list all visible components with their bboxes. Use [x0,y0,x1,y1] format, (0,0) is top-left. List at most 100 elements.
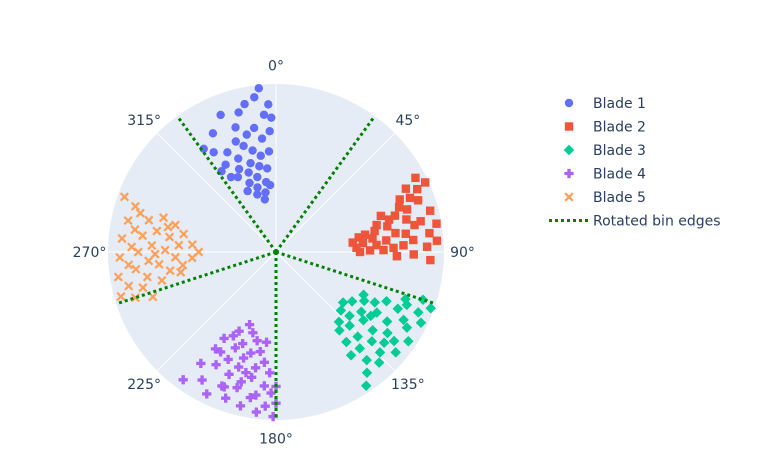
data-point [383,222,392,231]
data-point [391,228,400,238]
legend-marker [564,122,574,131]
data-point [265,368,275,378]
data-point [240,99,249,109]
data-point [405,193,415,203]
data-point [354,233,363,242]
legend-label: Blade 5 [593,190,646,206]
data-point [395,195,404,204]
data-point [356,306,367,317]
data-point [425,228,434,238]
data-point [255,346,265,357]
data-point [255,162,264,171]
data-point [358,238,368,248]
data-point [249,123,259,133]
legend-item[interactable]: Rotated bin edges [549,214,721,230]
data-point [417,294,429,306]
data-point [232,383,242,393]
rotated-bin-edges [115,115,437,420]
data-point [230,343,240,353]
data-point [211,360,221,370]
data-point [416,217,425,226]
angular-tick-labels: 0° 45° 90° 135° 180° 225° 270° 315° [73,59,475,448]
data-point [257,134,267,143]
data-point [264,100,273,109]
data-point [261,337,272,347]
data-point [252,336,262,346]
data-point [226,172,236,182]
data-point [409,250,418,259]
legend-item[interactable]: Blade 3 [563,143,646,159]
data-point [389,243,398,253]
data-point [178,260,188,270]
legend[interactable]: Blade 1 Blade 2 Blade 3 Blade 4 Blade 5 Rotat… [549,96,721,230]
data-point [354,343,366,354]
data-point [199,144,208,153]
data-point [236,377,246,387]
data-point [373,357,385,368]
data-point [402,205,412,214]
data-point [425,303,436,314]
data-point [401,322,413,333]
data-point [361,354,372,366]
data-point [256,151,265,160]
data-point [163,222,173,232]
data-point [382,236,391,245]
data-point [245,392,255,403]
data-point [234,326,244,336]
data-point [250,93,259,102]
data-point [135,208,145,218]
angular-tick-label: 135° [391,377,425,393]
data-point [147,240,157,251]
data-point [176,267,186,277]
data-point [164,232,175,242]
data-point [137,231,148,241]
data-point [422,242,432,251]
data-point [238,353,249,363]
data-point [352,243,361,252]
data-point [402,215,411,224]
data-point [250,363,261,373]
series-blade-4 [178,319,281,422]
data-point [398,314,409,326]
data-point [366,336,378,347]
data-point [413,307,424,318]
data-point [219,333,229,344]
data-point [234,362,244,372]
data-point [264,147,274,156]
data-point [243,186,252,196]
data-point [344,320,355,331]
legend-item[interactable]: Blade 5 [564,190,646,206]
angular-tick-label: 225° [127,377,161,393]
legend-item[interactable]: Blade 4 [564,167,646,183]
data-point [138,283,148,293]
data-point [261,188,270,197]
data-point [124,260,134,270]
data-point [348,238,357,247]
data-point [210,344,221,354]
legend-item[interactable]: Blade 1 [564,96,646,112]
data-point [358,315,369,326]
data-point [244,168,253,177]
bin-edge-line [115,250,277,306]
data-point [251,407,261,417]
series-blade-1 [199,84,276,204]
data-point [409,235,418,245]
legend-label: Blade 4 [593,167,646,183]
data-point [358,295,370,307]
data-point [174,240,184,250]
data-point [196,358,206,369]
legend-label: Blade 3 [593,143,646,159]
data-point [253,190,262,199]
data-point [170,252,180,262]
legend-item[interactable]: Blade 2 [564,120,646,136]
angular-tick-label: 180° [259,431,293,447]
scatter-points [113,84,442,422]
legend-marker [564,192,574,202]
data-point [247,372,257,382]
data-point [259,357,270,367]
legend-marker [563,144,575,156]
data-point [216,110,225,120]
data-point [231,123,240,132]
data-point [368,234,377,243]
data-point [334,325,345,336]
